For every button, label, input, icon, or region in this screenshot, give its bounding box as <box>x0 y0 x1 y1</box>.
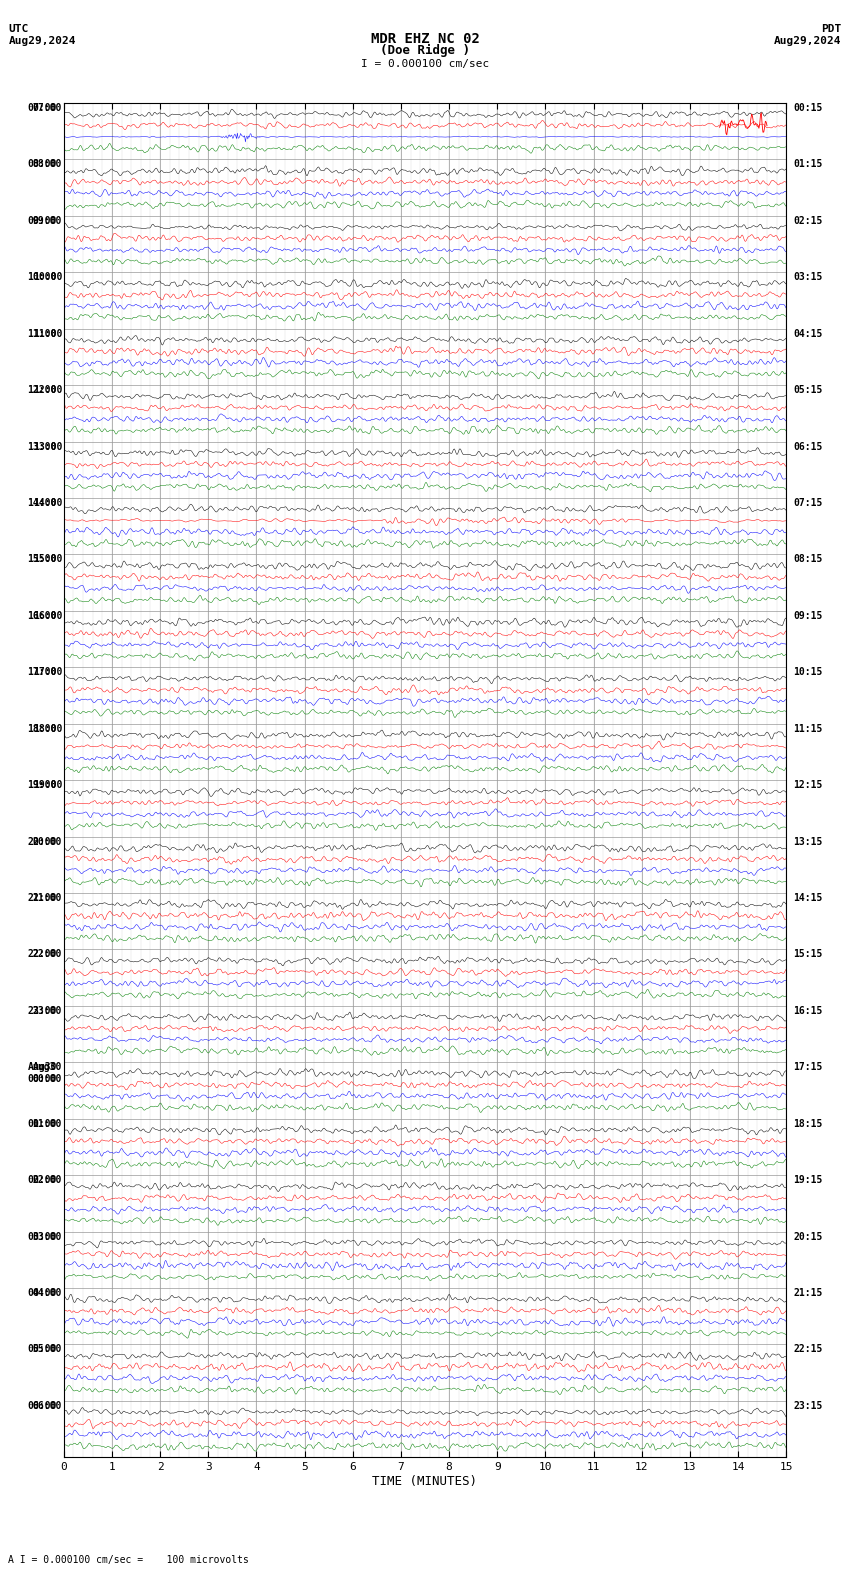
Text: 16:15: 16:15 <box>793 1006 823 1015</box>
Text: 01:00: 01:00 <box>33 1118 62 1129</box>
Text: 03:00: 03:00 <box>27 1232 57 1242</box>
Text: 03:00: 03:00 <box>33 1232 62 1242</box>
Text: 13:00: 13:00 <box>27 442 57 451</box>
Text: 22:00: 22:00 <box>27 949 57 960</box>
Text: 14:15: 14:15 <box>793 893 823 903</box>
Text: 03:15: 03:15 <box>793 272 823 282</box>
Text: 19:00: 19:00 <box>33 779 62 790</box>
Text: 15:15: 15:15 <box>793 949 823 960</box>
Text: 18:00: 18:00 <box>33 724 62 733</box>
Text: PDT: PDT <box>821 24 842 33</box>
Text: 04:00: 04:00 <box>33 1288 62 1297</box>
Text: 09:00: 09:00 <box>27 215 57 227</box>
Text: 08:00: 08:00 <box>27 160 57 169</box>
Text: 18:15: 18:15 <box>793 1118 823 1129</box>
Text: 09:00: 09:00 <box>33 215 62 227</box>
Text: 05:15: 05:15 <box>793 385 823 394</box>
Text: 04:15: 04:15 <box>793 329 823 339</box>
Text: 22:15: 22:15 <box>793 1345 823 1354</box>
Text: 02:15: 02:15 <box>793 215 823 227</box>
Text: 17:00: 17:00 <box>33 667 62 678</box>
Text: 02:00: 02:00 <box>27 1175 57 1185</box>
Text: A I = 0.000100 cm/sec =    100 microvolts: A I = 0.000100 cm/sec = 100 microvolts <box>8 1555 249 1565</box>
Text: 05:00: 05:00 <box>33 1345 62 1354</box>
Text: 12:00: 12:00 <box>33 385 62 394</box>
Text: 15:00: 15:00 <box>33 554 62 564</box>
Text: 16:00: 16:00 <box>33 611 62 621</box>
Text: 20:00: 20:00 <box>33 836 62 846</box>
Text: 09:15: 09:15 <box>793 611 823 621</box>
Text: 06:00: 06:00 <box>33 1400 62 1411</box>
Text: 17:00: 17:00 <box>27 667 57 678</box>
Text: 20:15: 20:15 <box>793 1232 823 1242</box>
Text: 11:15: 11:15 <box>793 724 823 733</box>
Text: I = 0.000100 cm/sec: I = 0.000100 cm/sec <box>361 59 489 68</box>
Text: Aug30
00:00: Aug30 00:00 <box>33 1063 62 1083</box>
Text: 07:00: 07:00 <box>33 103 62 112</box>
Text: 10:00: 10:00 <box>33 272 62 282</box>
Text: 13:15: 13:15 <box>793 836 823 846</box>
Text: 23:15: 23:15 <box>793 1400 823 1411</box>
Text: 21:00: 21:00 <box>33 893 62 903</box>
Text: 18:00: 18:00 <box>27 724 57 733</box>
Text: 15:00: 15:00 <box>27 554 57 564</box>
Text: 06:15: 06:15 <box>793 442 823 451</box>
Text: 08:00: 08:00 <box>33 160 62 169</box>
Text: 23:00: 23:00 <box>27 1006 57 1015</box>
Text: 17:15: 17:15 <box>793 1063 823 1072</box>
Text: 14:00: 14:00 <box>27 497 57 508</box>
Text: 21:00: 21:00 <box>27 893 57 903</box>
Text: Aug29,2024: Aug29,2024 <box>8 36 76 46</box>
Text: 19:00: 19:00 <box>27 781 57 790</box>
Text: 22:00: 22:00 <box>33 949 62 960</box>
Text: Aug30
00:00: Aug30 00:00 <box>27 1063 57 1083</box>
Text: (Doe Ridge ): (Doe Ridge ) <box>380 44 470 57</box>
Text: 10:00: 10:00 <box>27 272 57 282</box>
Text: 11:00: 11:00 <box>33 329 62 339</box>
Text: 04:00: 04:00 <box>27 1288 57 1297</box>
Text: 12:15: 12:15 <box>793 781 823 790</box>
Text: 16:00: 16:00 <box>27 611 57 621</box>
Text: UTC: UTC <box>8 24 29 33</box>
Text: 07:00: 07:00 <box>27 103 57 112</box>
Text: 01:15: 01:15 <box>793 160 823 169</box>
Text: 08:15: 08:15 <box>793 554 823 564</box>
Text: MDR EHZ NC 02: MDR EHZ NC 02 <box>371 32 479 46</box>
Text: 07:15: 07:15 <box>793 497 823 508</box>
Text: 20:00: 20:00 <box>27 836 57 846</box>
Text: 06:00: 06:00 <box>27 1400 57 1411</box>
Text: 21:15: 21:15 <box>793 1288 823 1297</box>
Text: 19:15: 19:15 <box>793 1175 823 1185</box>
Text: Aug29,2024: Aug29,2024 <box>774 36 842 46</box>
Text: 11:00: 11:00 <box>27 329 57 339</box>
X-axis label: TIME (MINUTES): TIME (MINUTES) <box>372 1475 478 1487</box>
Text: 10:15: 10:15 <box>793 667 823 678</box>
Text: 13:00: 13:00 <box>33 442 62 451</box>
Text: 00:15: 00:15 <box>793 103 823 112</box>
Text: 12:00: 12:00 <box>27 385 57 394</box>
Text: 02:00: 02:00 <box>33 1175 62 1185</box>
Text: 23:00: 23:00 <box>33 1006 62 1015</box>
Text: 01:00: 01:00 <box>27 1118 57 1129</box>
Text: 05:00: 05:00 <box>27 1345 57 1354</box>
Text: 14:00: 14:00 <box>33 497 62 508</box>
